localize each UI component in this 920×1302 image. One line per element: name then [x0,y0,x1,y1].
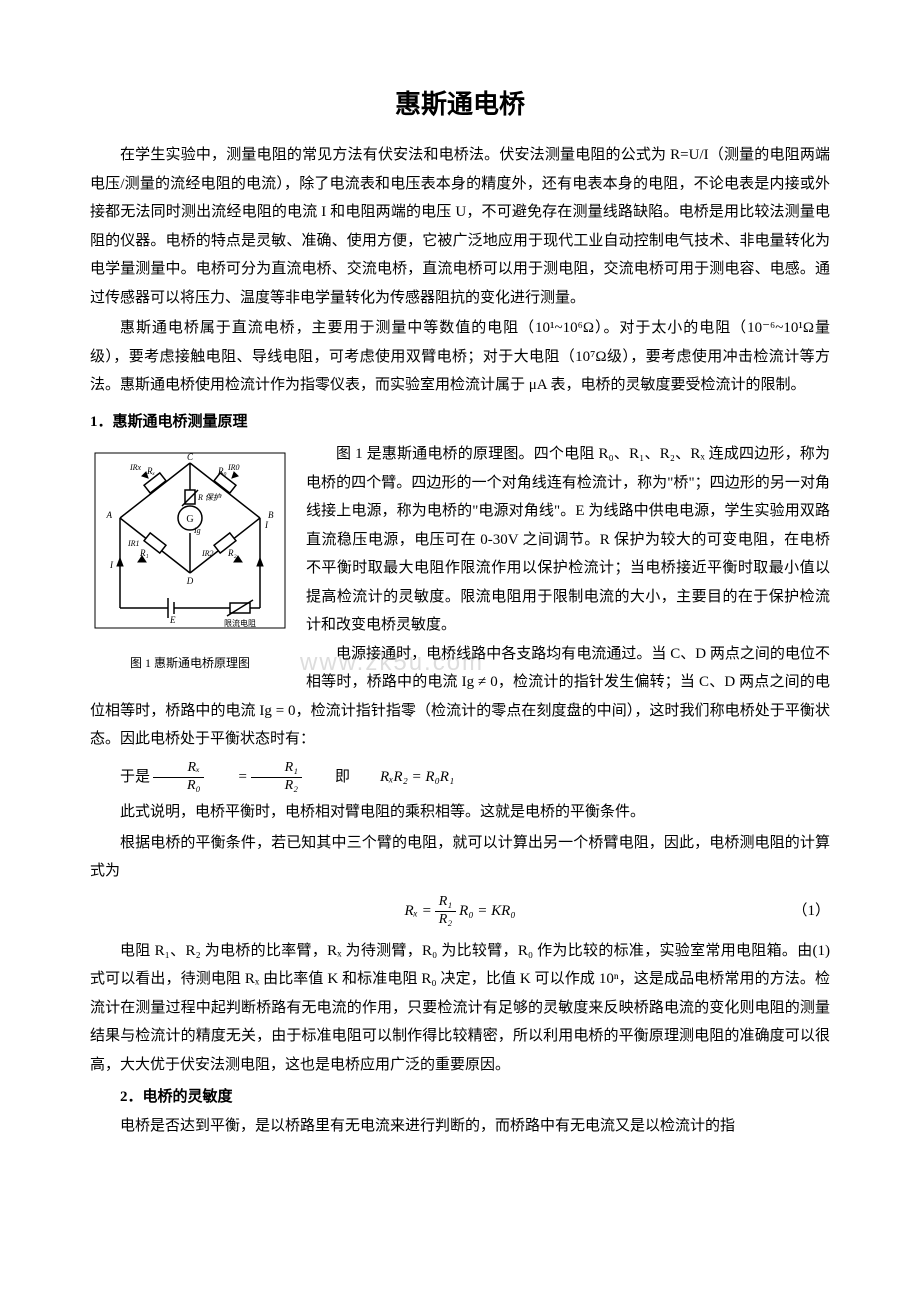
svg-text:D: D [186,576,194,586]
eq1-rhs: R₀ = KR₀ [459,897,515,926]
section-heading-1: 1．惠斯通电桥测量原理 [90,408,830,437]
svg-text:IR1: IR1 [127,539,140,548]
eq-prefix: 于是 [90,763,150,792]
fraction-1: Rₓ R₀ [153,760,204,795]
svg-text:IR2: IR2 [201,549,214,558]
explain-p2: 根据电桥的平衡条件，若已知其中三个臂的电阻，就可以计算出另一个桥臂电阻，因此，电… [90,829,830,886]
svg-text:I: I [264,520,269,530]
intro-paragraph-1: 在学生实验中，测量电阻的常见方法有伏安法和电桥法。伏安法测量电阻的公式为 R=U… [90,141,830,312]
fraction-2: R₁ R₂ [251,760,302,795]
svg-text:G: G [186,514,193,525]
figure-caption: 图 1 惠斯通电桥原理图 [90,652,290,675]
eq-rhs: RₓR₂ = R₀R₁ [350,763,454,792]
page-title: 惠斯通电桥 [90,80,830,129]
svg-text:R₁: R₁ [139,548,149,558]
svg-text:B: B [268,510,274,520]
equation-1: Rₓ = R₁ R₂ R₀ = KR₀ （1） [90,894,830,929]
figure-section: C A B D Rₓ R₀ R₁ R₂ IRx IR0 IR1 IR2 Ig R… [90,440,830,754]
svg-text:E: E [169,615,176,625]
eq-mid: 即 [305,763,350,792]
svg-text:IRx: IRx [129,463,142,472]
svg-text:Rₓ: Rₓ [146,466,155,476]
section-heading-2: 2．电桥的灵敏度 [90,1083,830,1112]
svg-text:C: C [187,452,194,462]
fraction-eq1: R₁ R₂ [435,894,456,929]
circuit-figure: C A B D Rₓ R₀ R₁ R₂ IRx IR0 IR1 IR2 Ig R… [90,440,290,675]
explain-p1: 此式说明，电桥平衡时，电桥相对臂电阻的乘积相等。这就是电桥的平衡条件。 [90,798,830,827]
sensitivity-p1: 电桥是否达到平衡，是以桥路里有无电流来进行判断的，而桥路中有无电流又是以检流计的… [90,1112,830,1141]
after-eq-paragraph: 电阻 R₁、R₂ 为电桥的比率臂，Rₓ 为待测臂，R₀ 为比较臂，R₀ 作为比较… [90,937,830,1080]
svg-text:A: A [106,510,113,520]
svg-text:I: I [109,560,114,570]
equation-number-1: （1） [792,897,830,926]
circuit-diagram: C A B D Rₓ R₀ R₁ R₂ IRx IR0 IR1 IR2 Ig R… [90,448,290,648]
svg-text:R₂: R₂ [227,548,237,558]
svg-text:R₀: R₀ [217,466,227,476]
svg-text:R 保护: R 保护 [197,493,222,502]
equation-balance: 于是 Rₓ R₀ = R₁ R₂ 即 RₓR₂ = R₀R₁ [90,760,830,795]
svg-text:限流电阻: 限流电阻 [224,618,256,628]
intro-paragraph-2: 惠斯通电桥属于直流电桥，主要用于测量中等数值的电阻（10¹~10⁶Ω）。对于太小… [90,314,830,400]
svg-text:Ig: Ig [193,526,201,535]
svg-text:IR0: IR0 [227,463,240,472]
eq1-lhs: Rₓ = [404,897,431,926]
